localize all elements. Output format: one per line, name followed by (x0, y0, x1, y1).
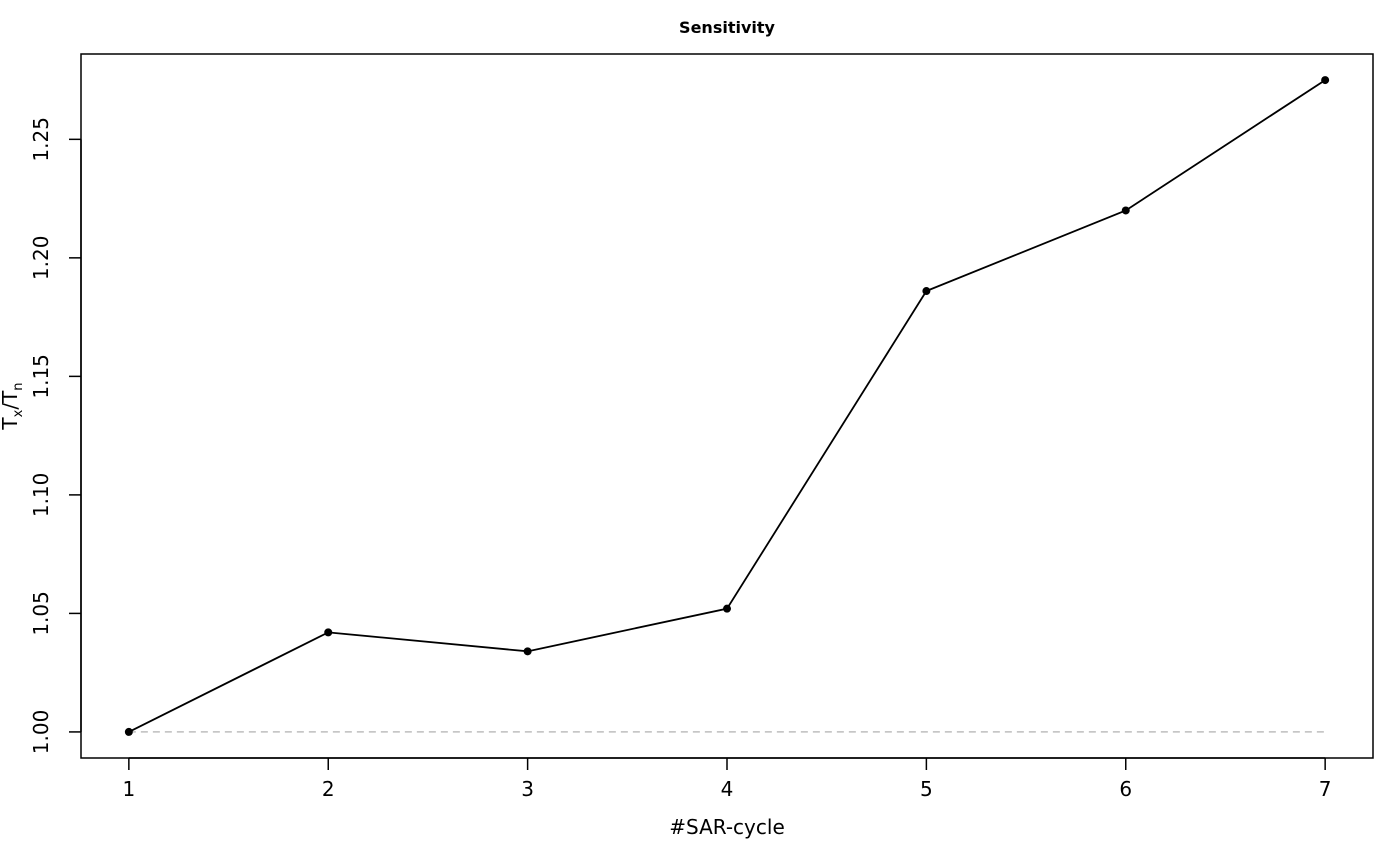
y-tick-label: 1.25 (29, 117, 53, 162)
y-tick-label: 1.15 (29, 354, 53, 399)
plot-frame (80, 53, 1374, 759)
x-tick-label: 2 (322, 777, 335, 801)
y-axis-title-slash: / (0, 403, 22, 410)
series-line (128, 79, 1326, 733)
y-axis: 1.00 1.05 1.10 1.15 1.20 1.25 (29, 117, 82, 755)
y-axis-title-sub-x: x (11, 409, 26, 417)
chart-title: Sensitivity (679, 18, 775, 37)
x-axis-title: #SAR-cycle (669, 815, 785, 839)
y-axis-title-t2: T (0, 390, 22, 404)
data-point (124, 727, 133, 736)
y-axis-title-sub-n: n (11, 382, 26, 390)
data-point (1121, 206, 1130, 215)
data-point (1321, 76, 1330, 85)
y-axis-title: Tx/Tn (0, 382, 26, 430)
data-point (523, 647, 532, 656)
data-point (922, 287, 931, 296)
x-tick-label: 7 (1319, 777, 1332, 801)
y-tick-label: 1.20 (29, 236, 53, 281)
x-axis: 1 2 3 4 5 6 7 (122, 757, 1332, 801)
y-tick-label: 1.05 (29, 591, 53, 636)
data-point (723, 604, 731, 613)
x-tick-label: 3 (521, 777, 534, 801)
x-tick-label: 5 (920, 777, 933, 801)
y-tick-label: 1.00 (29, 710, 53, 755)
data-point (324, 628, 333, 637)
x-tick-label: 4 (721, 777, 734, 801)
x-tick-label: 1 (122, 777, 135, 801)
y-tick-label: 1.10 (29, 473, 53, 518)
series-group (124, 76, 1330, 736)
y-axis-title-t1: T (0, 417, 22, 431)
x-tick-label: 6 (1119, 777, 1132, 801)
